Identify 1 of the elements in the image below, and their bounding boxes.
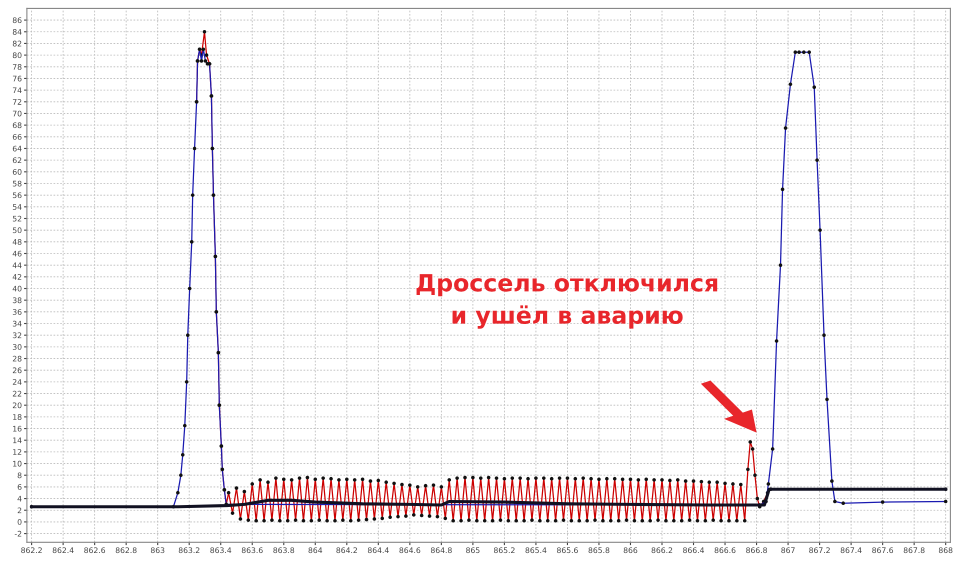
annotation: Дроссель отключился и ушёл в аварию [416, 274, 718, 329]
